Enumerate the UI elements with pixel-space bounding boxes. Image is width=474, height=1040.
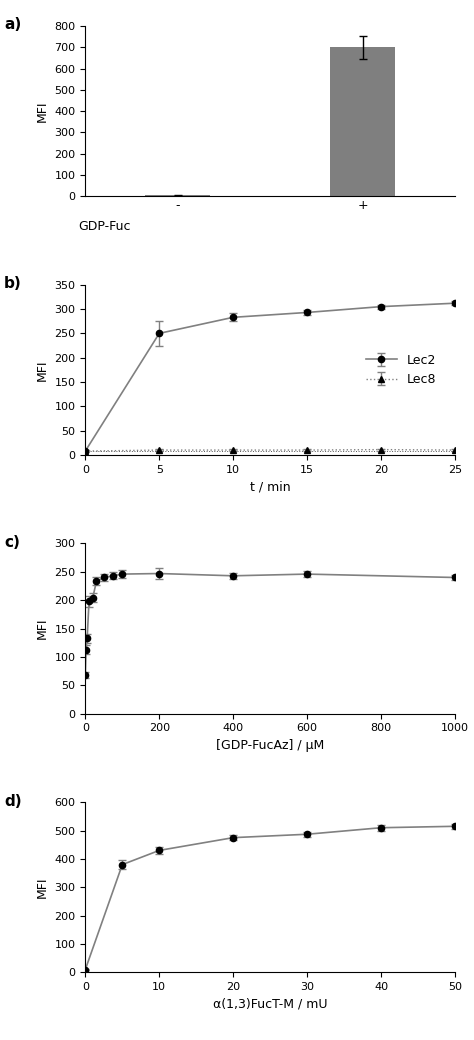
Y-axis label: MFI: MFI	[36, 359, 49, 381]
Text: c): c)	[4, 535, 20, 550]
Text: d): d)	[4, 794, 22, 809]
Y-axis label: MFI: MFI	[36, 877, 49, 899]
Bar	[146, 196, 210, 197]
Text: a): a)	[4, 18, 21, 32]
X-axis label: α(1,3)FucT-M / mU: α(1,3)FucT-M / mU	[213, 997, 328, 1011]
Text: GDP-Fuc: GDP-Fuc	[78, 220, 130, 233]
Y-axis label: MFI: MFI	[36, 100, 49, 122]
Text: b): b)	[4, 277, 22, 291]
Y-axis label: MFI: MFI	[36, 618, 49, 640]
X-axis label: [GDP-FucAz] / μM: [GDP-FucAz] / μM	[216, 739, 324, 752]
Bar	[330, 47, 395, 197]
X-axis label: t / min: t / min	[250, 480, 291, 493]
Legend: Lec2, Lec8: Lec2, Lec8	[361, 348, 441, 391]
